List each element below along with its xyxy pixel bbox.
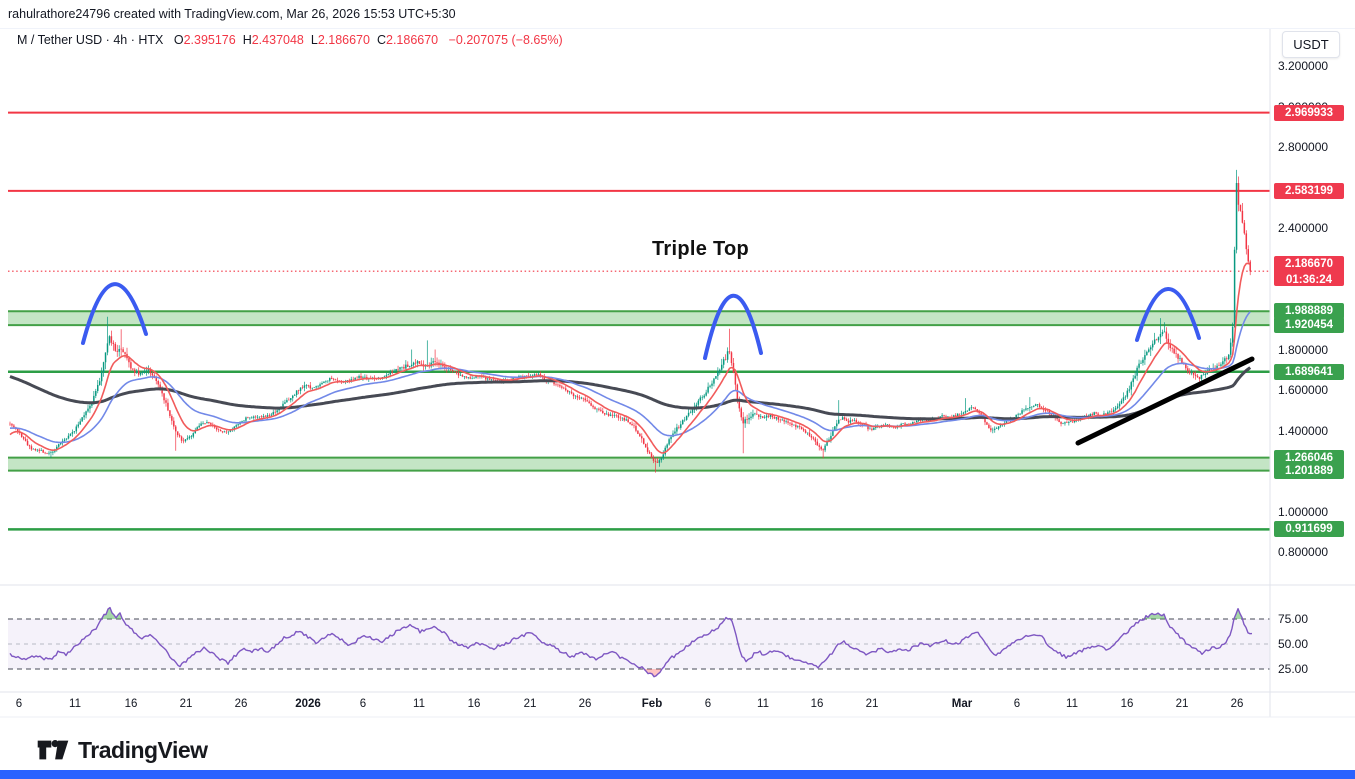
time-tick-label: Feb <box>641 698 663 710</box>
time-tick-label: 6 <box>1013 698 1021 710</box>
rsi-overbought-fill <box>1233 608 1243 619</box>
top-arc <box>703 293 763 360</box>
time-tick-label: 26 <box>234 698 248 710</box>
support-price-label: 1.988889 <box>1274 303 1344 320</box>
tradingview-logo[interactable]: TradingView <box>36 735 208 765</box>
rsi-tick-label: 50.00 <box>1278 637 1309 651</box>
pattern-annotation-label: Triple Top <box>652 238 750 260</box>
price-pane[interactable] <box>8 111 1270 531</box>
attribution-text: rahulrathore24796 created with TradingVi… <box>8 7 456 21</box>
time-tick-label: 26 <box>1230 698 1244 710</box>
support-price-label: 1.266046 <box>1274 449 1344 466</box>
trendline <box>1075 356 1255 446</box>
time-tick-label: 21 <box>865 698 879 710</box>
ema-mid-line <box>9 311 1251 444</box>
price-tick-label: 2.400000 <box>1278 221 1329 235</box>
rsi-tick-label: 25.00 <box>1278 662 1309 676</box>
time-tick-label: 6 <box>15 698 23 710</box>
ema-fast-line <box>9 262 1251 454</box>
time-tick-label: 16 <box>1120 698 1134 710</box>
tradingview-logo-icon <box>37 740 69 760</box>
current-price-label: 2.186670 01:36:24 <box>1274 256 1344 287</box>
price-tick-label: 2.800000 <box>1278 140 1329 154</box>
rsi-pane[interactable] <box>8 606 1270 678</box>
symbol-legend[interactable]: M / Tether USD · 4h · HTX O2.395176 H2.43… <box>17 33 563 47</box>
support-zone <box>8 457 1270 471</box>
tradingview-logo-text: TradingView <box>78 736 208 763</box>
currency-toggle-button[interactable]: USDT <box>1282 31 1340 58</box>
support-price-label: 1.920454 <box>1274 317 1344 334</box>
support-price-label: 0.911699 <box>1274 521 1344 538</box>
time-tick-label: 11 <box>1066 698 1078 710</box>
ohlc-values: O2.395176 H2.437048 L2.186670 C2.186670 <box>167 33 438 47</box>
ohlc-value: 2.437048 <box>251 33 304 47</box>
price-tick-label: 1.800000 <box>1278 342 1329 357</box>
time-tick-label: 26 <box>578 698 592 710</box>
time-tick-label: 21 <box>523 698 537 710</box>
rsi-oversold-fill <box>644 669 662 677</box>
change-value: −0.207075 (−8.65%) <box>448 33 563 47</box>
price-tick-label: 1.000000 <box>1278 504 1329 519</box>
rsi-line <box>9 606 1253 678</box>
time-tick-label: Mar <box>951 698 973 710</box>
ema-slow-line <box>9 366 1252 421</box>
bottom-accent-bar <box>0 770 1355 779</box>
attribution-bar: rahulrathore24796 created with TradingVi… <box>0 0 1355 29</box>
support-zone <box>8 311 1270 326</box>
rsi-tick-label: 75.00 <box>1278 612 1309 626</box>
ohlc-value: 2.186670 <box>386 33 439 47</box>
ohlc-value: 2.395176 <box>183 33 236 47</box>
price-tick-label: 1.400000 <box>1278 423 1329 438</box>
rsi-overbought-fill <box>1144 613 1166 619</box>
support-price-label: 1.689641 <box>1274 363 1344 380</box>
time-tick-label: 6 <box>359 698 367 710</box>
support-price-label: 1.201889 <box>1274 462 1344 479</box>
top-arc <box>1135 287 1201 342</box>
price-tick-label: 0.800000 <box>1278 545 1329 559</box>
resistance-price-label: 2.969933 <box>1274 104 1344 121</box>
ohlc-letter: C <box>376 33 386 47</box>
ohlc-letter: L <box>310 33 318 47</box>
time-tick-label: 21 <box>1175 698 1189 710</box>
top-arc <box>81 282 148 345</box>
ohlc-value: 2.186670 <box>317 33 370 47</box>
time-tick-label: 11 <box>757 698 769 710</box>
time-tick-label: 21 <box>179 698 193 710</box>
time-tick-label: 6 <box>704 698 712 710</box>
resistance-price-label: 2.583199 <box>1274 182 1344 199</box>
time-tick-label: 16 <box>467 698 481 710</box>
time-tick-label: 2026 <box>295 698 321 710</box>
price-tick-label: 1.600000 <box>1278 383 1329 397</box>
time-tick-label: 16 <box>810 698 824 710</box>
time-tick-label: 11 <box>69 698 81 710</box>
price-tick-label: 3.200000 <box>1278 59 1329 73</box>
time-tick-label: 11 <box>413 698 425 710</box>
ohlc-letter: H <box>242 33 252 47</box>
symbol-title: M / Tether USD · 4h · HTX <box>17 33 164 47</box>
ohlc-letter: O <box>173 33 184 47</box>
time-tick-label: 16 <box>124 698 138 710</box>
